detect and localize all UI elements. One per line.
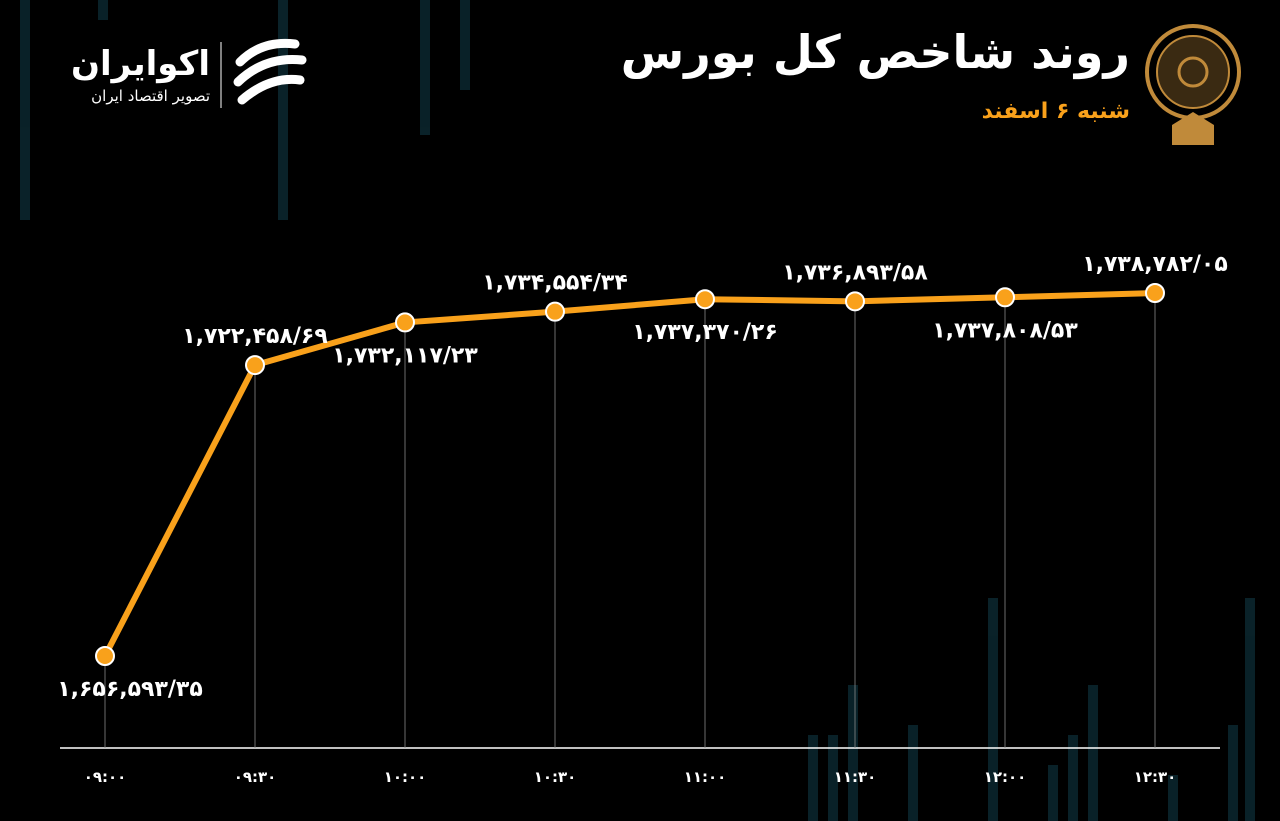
value-label: ۱,۷۳۷,۸۰۸/۵۳ — [932, 318, 1078, 343]
x-tick-label: ۰۹:۳۰ — [234, 768, 277, 786]
x-tick-label: ۱۰:۳۰ — [534, 768, 577, 786]
value-label: ۱,۷۳۴,۵۵۴/۳۴ — [482, 271, 628, 296]
point — [545, 301, 565, 322]
value-label: ۱,۷۲۲,۴۵۸/۶۹ — [182, 324, 328, 349]
plot: ۰۹:۰۰ ۰۹:۳۰ ۱۰:۰۰ ۱۰:۳۰ ۱۱:۰۰ ۱۱:۳۰ ۱۲:۰۰ ۱۲:۳۰… — [57, 252, 1228, 786]
point — [395, 312, 415, 333]
x-tick-label: ۰۹:۰۰ — [84, 768, 127, 786]
decor-bars — [20, 0, 1255, 821]
point — [845, 291, 865, 312]
x-tick-label: ۱۱:۰۰ — [684, 768, 727, 786]
subtitle: شنبه ۶ اسفند — [982, 99, 1130, 124]
x-tick-label: ۱۲:۰۰ — [984, 768, 1027, 786]
value-label: ۱,۷۳۷,۳۷۰/۲۶ — [632, 320, 778, 345]
x-tick-label: ۱۲:۳۰ — [1134, 768, 1177, 786]
title: روند شاخص کل بورس — [621, 25, 1130, 79]
point — [995, 287, 1015, 308]
brand-logo — [233, 38, 307, 105]
x-tick-label: ۱۰:۰۰ — [384, 768, 427, 786]
point — [1145, 283, 1165, 303]
x-tick-label: ۱۱:۳۰ — [834, 768, 877, 786]
line — [102, 290, 1156, 658]
point — [245, 355, 265, 376]
point — [695, 289, 715, 310]
exchange-logo — [1145, 24, 1241, 145]
point — [95, 646, 115, 666]
value-label: ۱,۶۵۶,۵۹۳/۳۵ — [57, 677, 203, 702]
brand-tagline: تصویر اقتصاد ایران — [91, 87, 210, 105]
value-label: ۱,۷۳۸,۷۸۲/۰۵ — [1082, 252, 1228, 277]
value-label: ۱,۷۳۶,۸۹۳/۵۸ — [782, 260, 928, 285]
brand: اکوایران — [71, 44, 210, 84]
value-label: ۱,۷۳۲,۱۱۷/۲۳ — [332, 343, 478, 368]
